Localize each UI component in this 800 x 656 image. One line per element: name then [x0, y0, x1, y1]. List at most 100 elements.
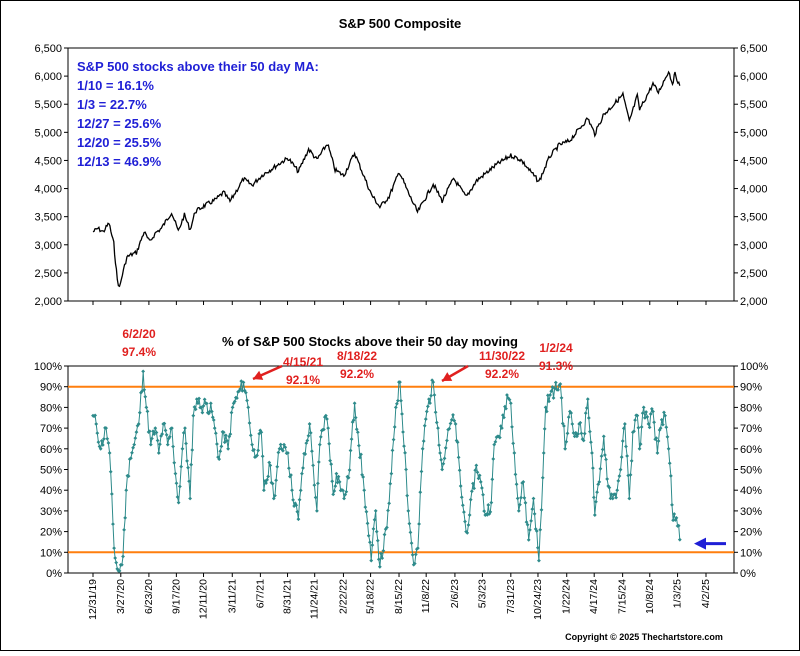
breadth-point — [152, 432, 157, 436]
breadth-point — [676, 523, 681, 528]
breadth-point — [482, 509, 487, 513]
x-tick-label: 6/7/21 — [254, 579, 266, 608]
top-y-tick-label-right: 4,000 — [740, 184, 768, 196]
breadth-point — [150, 436, 154, 441]
breadth-point — [156, 451, 161, 455]
breadth-point — [126, 474, 131, 479]
breadth-point — [447, 426, 452, 431]
bottom-y-tick-label-right: 100% — [740, 361, 768, 373]
breadth-point — [173, 471, 178, 476]
breadth-point — [571, 431, 576, 435]
annotation-line: 1/3 = 22.7% — [77, 97, 147, 112]
breadth-point — [591, 466, 595, 471]
breadth-point — [477, 473, 482, 478]
breadth-point — [654, 436, 659, 441]
breadth-point — [629, 458, 634, 463]
breadth-point — [653, 437, 658, 442]
breadth-point — [291, 497, 295, 502]
breadth-point — [613, 492, 617, 497]
bottom-y-tick-label-right: 30% — [740, 506, 762, 518]
breadth-point — [341, 488, 345, 493]
breadth-point — [379, 551, 383, 556]
breadth-point — [147, 429, 152, 434]
breadth-point — [374, 529, 379, 534]
breadth-point — [305, 438, 310, 443]
breadth-point — [359, 452, 363, 457]
breadth-point — [625, 454, 629, 458]
breadth-point — [240, 389, 245, 393]
breadth-point — [455, 440, 460, 445]
breadth-point — [485, 512, 490, 517]
breadth-point — [507, 397, 512, 402]
breadth-point — [448, 421, 453, 426]
breadth-point — [604, 457, 608, 462]
breadth-point — [268, 463, 273, 468]
breadth-point — [677, 537, 682, 542]
breadth-point — [526, 537, 531, 542]
breadth-point — [290, 488, 294, 493]
breadth-point — [422, 423, 427, 428]
breadth-point — [598, 466, 603, 471]
breadth-point — [250, 442, 254, 447]
bottom-y-tick-label-left: 50% — [40, 465, 62, 477]
breadth-point — [441, 461, 446, 466]
breadth-point — [453, 422, 458, 426]
top-y-tick-label-right: 5,000 — [740, 127, 768, 139]
x-tick-label: 12/11/20 — [198, 579, 210, 619]
breadth-point — [165, 442, 170, 447]
breadth-point — [209, 409, 214, 414]
breadth-point — [352, 401, 357, 406]
top-y-tick-label-right: 6,500 — [740, 43, 768, 55]
breadth-point — [445, 438, 449, 443]
breadth-point — [344, 489, 349, 494]
breadth-point — [153, 426, 158, 430]
breadth-point — [348, 448, 353, 453]
breadth-point — [347, 468, 352, 472]
breadth-point — [261, 488, 266, 493]
breadth-point — [404, 467, 408, 472]
breadth-point — [369, 558, 374, 563]
breadth-point — [434, 420, 439, 425]
top-y-tick-label-right: 6,000 — [740, 71, 768, 83]
peak-value: 92.2% — [340, 367, 374, 381]
breadth-point — [424, 409, 429, 414]
breadth-point — [136, 422, 141, 426]
breadth-point — [194, 397, 199, 402]
breadth-point — [534, 529, 539, 533]
breadth-point — [301, 466, 305, 470]
breadth-point — [114, 560, 119, 565]
breadth-point — [388, 481, 393, 486]
breadth-point — [296, 517, 301, 522]
breadth-point — [163, 428, 168, 433]
top-y-tick-label-right: 2,500 — [740, 268, 768, 280]
bottom-y-tick-label-left: 0% — [46, 568, 62, 580]
breadth-point — [376, 557, 381, 562]
breadth-point — [221, 430, 226, 435]
breadth-point — [277, 446, 282, 451]
breadth-point — [627, 496, 632, 501]
breadth-point — [285, 451, 290, 455]
breadth-point — [672, 512, 677, 516]
breadth-point — [316, 460, 321, 464]
breadth-point — [355, 430, 360, 435]
peak-label: 1/2/24 91.3% — [539, 341, 573, 373]
breadth-point — [117, 569, 122, 573]
peak-label: 6/2/20 97.4% — [122, 327, 156, 359]
x-tick-label: 8/15/22 — [393, 579, 405, 614]
peak-label: 8/18/22 92.2% — [337, 349, 377, 381]
breadth-point — [418, 490, 423, 495]
breadth-point — [549, 389, 554, 394]
breadth-point — [204, 401, 209, 406]
x-tick-label: 10/8/24 — [644, 579, 656, 614]
breadth-point — [189, 462, 194, 467]
breadth-point — [318, 435, 323, 439]
breadth-point — [264, 481, 268, 485]
breadth-point — [429, 393, 433, 398]
breadth-point — [621, 426, 626, 431]
breadth-point — [396, 398, 400, 403]
breadth-point — [151, 429, 155, 434]
breadth-point — [130, 450, 134, 455]
breadth-point — [307, 422, 312, 426]
breadth-point — [329, 462, 334, 467]
breadth-point — [518, 502, 522, 507]
